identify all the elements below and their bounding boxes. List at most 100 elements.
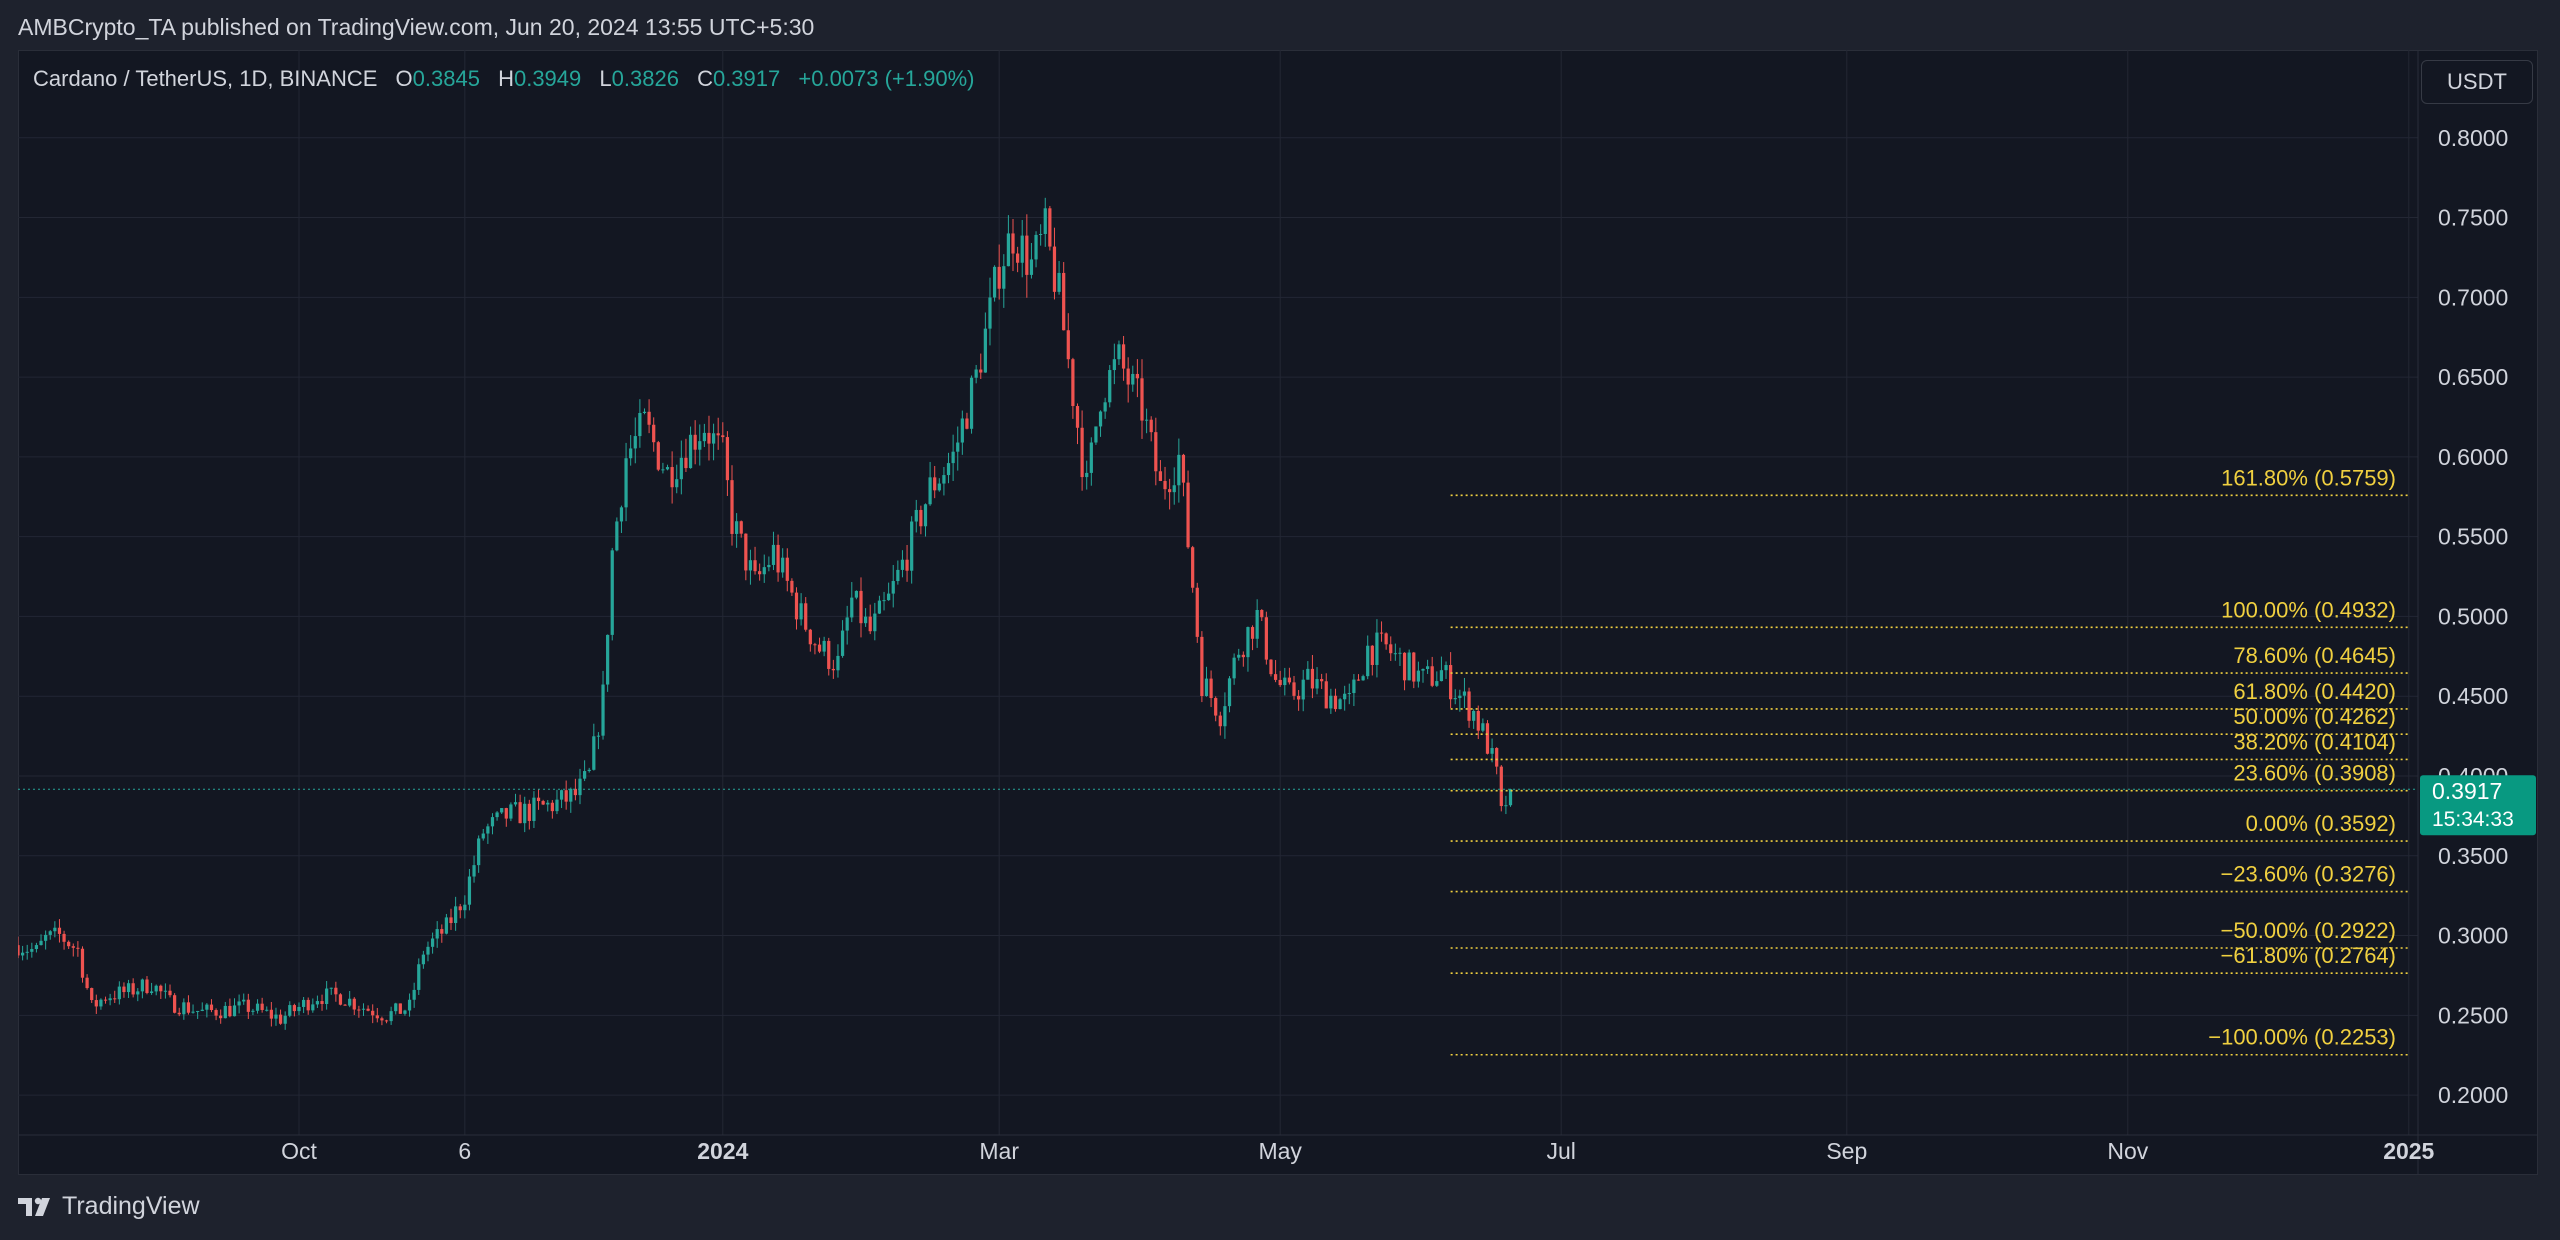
x-tick-label: Jul xyxy=(1546,1138,1575,1164)
candle-body xyxy=(1273,674,1278,680)
candle-body xyxy=(334,987,338,995)
candle-body xyxy=(1168,489,1172,493)
candle-body xyxy=(854,590,858,598)
candle-body xyxy=(490,817,495,827)
candle-body xyxy=(140,979,144,992)
candle-body xyxy=(200,1009,204,1011)
candle-body xyxy=(573,788,578,796)
candle-body xyxy=(518,802,522,824)
currency-button[interactable]: USDT xyxy=(2421,60,2533,104)
chart-pane[interactable] xyxy=(18,50,2538,1175)
y-tick-label: 0.3000 xyxy=(2438,923,2508,949)
candle-body xyxy=(1283,677,1287,686)
candle-body xyxy=(76,947,80,949)
candle-body xyxy=(914,509,918,522)
candle-body xyxy=(1048,208,1052,247)
candle-body xyxy=(1237,654,1241,658)
candle-body xyxy=(1135,373,1139,379)
candle-body xyxy=(882,600,886,602)
price-chart[interactable]: 161.80% (0.5759) 100.00% (0.4932) 78.60% (… xyxy=(18,50,2538,1175)
candle-body xyxy=(1039,233,1043,235)
candle-body xyxy=(1264,617,1268,660)
symbol-legend[interactable]: Cardano / TetherUS, 1D, BINANCE O0.3845 … xyxy=(33,66,975,92)
candle-body xyxy=(348,998,352,1006)
candle-body xyxy=(988,297,992,329)
candle-body xyxy=(131,983,135,995)
candle-body xyxy=(1430,666,1434,686)
grid xyxy=(18,50,2418,1135)
candle-body xyxy=(633,436,637,449)
candle-body xyxy=(698,441,702,450)
candle-body xyxy=(1472,710,1476,721)
candle-body xyxy=(887,593,891,601)
candle-body xyxy=(444,917,449,934)
candle-body xyxy=(1016,253,1020,263)
candle-body xyxy=(1071,359,1075,407)
candle-body xyxy=(541,801,545,805)
candle-body xyxy=(366,1008,370,1011)
candle-body xyxy=(877,600,882,614)
candle-body xyxy=(481,833,485,839)
y-tick-label: 0.3500 xyxy=(2438,843,2508,869)
candle-body xyxy=(454,906,458,924)
candle-body xyxy=(1306,668,1310,680)
candle-body xyxy=(343,1004,347,1006)
x-tick-label: Mar xyxy=(979,1138,1019,1164)
brand-name: TradingView xyxy=(62,1192,200,1220)
candle-body xyxy=(1485,723,1490,754)
candle-body xyxy=(242,999,246,1002)
candle-body xyxy=(301,999,306,1007)
y-tick-label: 0.7000 xyxy=(2438,284,2508,310)
candle-body xyxy=(495,812,499,818)
candle-body xyxy=(103,999,108,1001)
candle-body xyxy=(629,448,633,459)
candle-body xyxy=(817,644,822,652)
candle-body xyxy=(1057,272,1061,292)
candle-body xyxy=(665,467,670,470)
symbol-title: Cardano / TetherUS, 1D, BINANCE xyxy=(33,66,378,91)
tradingview-brand[interactable]: TradingView xyxy=(18,1192,200,1221)
candle-body xyxy=(615,521,619,551)
candle-body xyxy=(237,1001,241,1006)
candle-body xyxy=(753,560,757,572)
axes: 0.8000 0.7500 0.7000 0.6500 0.6000 0.5500 0.50… xyxy=(18,50,2538,1175)
fibonacci-extension[interactable]: 161.80% (0.5759) 100.00% (0.4932) 78.60% (… xyxy=(1450,465,2408,1056)
candle-body xyxy=(361,1008,366,1010)
candle-body xyxy=(606,634,610,685)
fib-level-label: 38.20% (0.4104) xyxy=(2233,729,2396,754)
candle-body xyxy=(403,1010,407,1014)
candle-body xyxy=(53,927,57,932)
candle-body xyxy=(1490,748,1494,754)
candle-body xyxy=(44,934,48,941)
candle-body xyxy=(1297,695,1301,700)
candle-body xyxy=(836,655,840,671)
candle-body xyxy=(113,998,117,1000)
candle-body xyxy=(1439,670,1444,682)
candle-body xyxy=(108,998,112,1001)
candle-body xyxy=(1421,668,1425,671)
candle-body xyxy=(1324,681,1328,709)
fib-level-label: −23.60% (0.3276) xyxy=(2220,862,2396,887)
candle-body xyxy=(965,418,969,429)
candle-body xyxy=(928,477,932,505)
candle-body xyxy=(739,521,743,534)
candle-body xyxy=(20,952,25,956)
candle-body xyxy=(440,929,444,934)
candle-body xyxy=(601,684,605,736)
candle-body xyxy=(1144,419,1149,421)
candle-body xyxy=(173,995,177,1013)
candle-body xyxy=(873,613,877,632)
candle-body xyxy=(25,951,29,953)
candle-body xyxy=(1172,485,1176,493)
candle-body xyxy=(1218,715,1222,727)
candle-body xyxy=(1075,406,1080,428)
candle-body xyxy=(707,432,711,444)
candle-body xyxy=(1320,679,1324,682)
candle-body xyxy=(1398,652,1402,654)
candle-body xyxy=(896,569,900,582)
candle-body xyxy=(1177,454,1181,486)
candle-body xyxy=(546,802,550,805)
candle-body xyxy=(693,434,697,450)
candle-body xyxy=(831,668,835,671)
candle-body xyxy=(1435,681,1439,686)
